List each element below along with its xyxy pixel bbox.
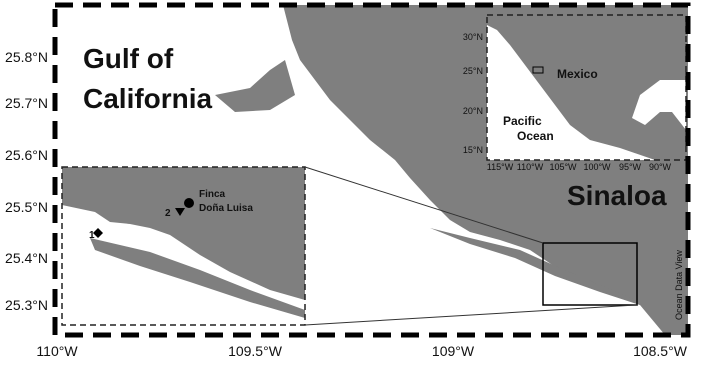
lat-label: 25.8°N: [5, 49, 48, 65]
lon-label: 109.5°W: [228, 343, 283, 359]
lat-label: 25.7°N: [5, 95, 48, 111]
lat-label: 30°N: [463, 32, 483, 42]
lon-labels: 110°W 109.5°W 109°W 108.5°W: [36, 343, 687, 359]
site-label: 2: [165, 208, 171, 219]
barrier-island: [430, 228, 640, 305]
barrier-island: [90, 238, 305, 318]
site-marker: [93, 228, 103, 238]
farm-marker: [184, 198, 194, 208]
farm-label: Finca: [199, 189, 226, 200]
locator-lon-labels: 115°W 110°W 105°W 100°W 95°W 90°W: [487, 162, 672, 172]
lat-labels: 25.8°N 25.7°N 25.6°N 25.5°N 25.4°N 25.3°…: [5, 49, 48, 313]
lon-label: 115°W: [487, 162, 514, 172]
lon-label: 90°W: [649, 162, 672, 172]
ocean-label: Ocean: [517, 129, 554, 143]
connector: [304, 166, 544, 244]
map-frame: [52, 2, 691, 338]
credit: Ocean Data View: [674, 250, 684, 320]
inset-frame: [61, 166, 306, 326]
lon-label: 108.5°W: [633, 343, 688, 359]
zoom-box: [542, 242, 638, 306]
lat-label: 25.6°N: [5, 147, 48, 163]
lat-label: 25.5°N: [5, 199, 48, 215]
farm-label: Doña Luisa: [199, 203, 253, 214]
country-label: Mexico: [557, 67, 598, 81]
locator-lat-labels: 30°N 25°N 20°N 15°N: [463, 32, 483, 155]
lat-label: 20°N: [463, 106, 483, 116]
lat-label: 15°N: [463, 145, 483, 155]
land: [487, 15, 686, 160]
land: [62, 167, 305, 300]
lon-label: 110°W: [36, 343, 78, 359]
lat-label: 25°N: [463, 66, 483, 76]
lat-label: 25.4°N: [5, 250, 48, 266]
ocean-label: Pacific: [503, 114, 542, 128]
lat-label: 25.3°N: [5, 297, 48, 313]
locator-box: [532, 66, 544, 74]
gulf-label: Gulf of: [83, 43, 174, 74]
state-label: Sinaloa: [567, 180, 667, 211]
lon-label: 105°W: [549, 162, 577, 172]
gulf-label: California: [83, 83, 213, 114]
lon-label: 110°W: [517, 162, 544, 172]
site-marker: [175, 208, 185, 216]
lon-label: 95°W: [619, 162, 642, 172]
lon-label: 109°W: [432, 343, 475, 359]
land: [215, 60, 295, 112]
connector: [304, 304, 638, 326]
lon-label: 100°W: [583, 162, 611, 172]
site-label: 1: [89, 230, 95, 241]
